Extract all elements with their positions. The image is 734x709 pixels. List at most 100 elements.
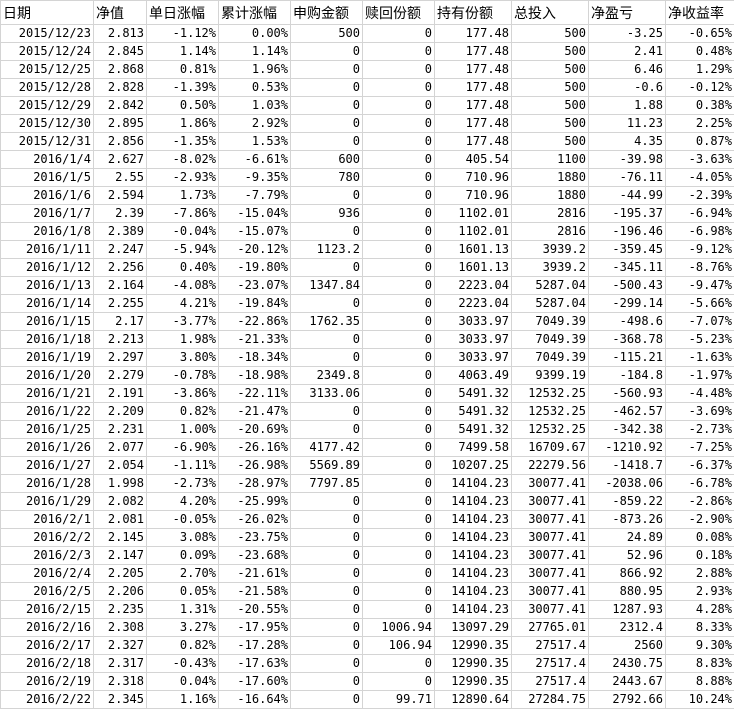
cumulative-change-cell[interactable]: -28.97% <box>219 475 291 493</box>
held-shares-cell[interactable]: 177.48 <box>435 43 512 61</box>
held-shares-cell[interactable]: 13097.29 <box>435 619 512 637</box>
nav-cell[interactable]: 2.828 <box>94 79 147 97</box>
net-return-rate-cell[interactable]: -2.90% <box>666 511 734 529</box>
held-shares-cell[interactable]: 1601.13 <box>435 241 512 259</box>
date-cell[interactable]: 2015/12/24 <box>1 43 94 61</box>
total-investment-cell[interactable]: 30077.41 <box>512 511 589 529</box>
held-shares-cell[interactable]: 14104.23 <box>435 493 512 511</box>
date-cell[interactable]: 2016/1/20 <box>1 367 94 385</box>
net-profit-cell[interactable]: -1210.92 <box>589 439 666 457</box>
net-profit-cell[interactable]: -359.45 <box>589 241 666 259</box>
nav-cell[interactable]: 2.164 <box>94 277 147 295</box>
net-profit-cell[interactable]: 2.41 <box>589 43 666 61</box>
purchase-amount-cell[interactable]: 0 <box>291 691 363 709</box>
held-shares-cell[interactable]: 405.54 <box>435 151 512 169</box>
purchase-amount-cell[interactable]: 0 <box>291 403 363 421</box>
date-cell[interactable]: 2016/1/5 <box>1 169 94 187</box>
daily-change-cell[interactable]: -3.86% <box>147 385 219 403</box>
net-return-rate-cell[interactable]: -8.76% <box>666 259 734 277</box>
net-return-rate-cell[interactable]: 4.28% <box>666 601 734 619</box>
cumulative-change-cell[interactable]: -22.86% <box>219 313 291 331</box>
date-cell[interactable]: 2016/1/27 <box>1 457 94 475</box>
daily-change-cell[interactable]: 1.16% <box>147 691 219 709</box>
purchase-amount-cell[interactable]: 0 <box>291 583 363 601</box>
net-return-rate-cell[interactable]: -6.78% <box>666 475 734 493</box>
purchase-amount-cell[interactable]: 1762.35 <box>291 313 363 331</box>
net-profit-cell[interactable]: -345.11 <box>589 259 666 277</box>
net-profit-cell[interactable]: -184.8 <box>589 367 666 385</box>
net-profit-cell[interactable]: -299.14 <box>589 295 666 313</box>
daily-change-cell[interactable]: -7.86% <box>147 205 219 223</box>
date-cell[interactable]: 2015/12/28 <box>1 79 94 97</box>
held-shares-cell[interactable]: 12990.35 <box>435 655 512 673</box>
held-shares-cell[interactable]: 14104.23 <box>435 475 512 493</box>
net-return-rate-cell[interactable]: 2.93% <box>666 583 734 601</box>
net-profit-cell[interactable]: 2312.4 <box>589 619 666 637</box>
net-return-rate-cell[interactable]: 8.88% <box>666 673 734 691</box>
date-cell[interactable]: 2015/12/30 <box>1 115 94 133</box>
net-return-rate-cell[interactable]: -5.23% <box>666 331 734 349</box>
total-investment-cell[interactable]: 1100 <box>512 151 589 169</box>
held-shares-cell[interactable]: 177.48 <box>435 79 512 97</box>
total-investment-cell[interactable]: 27517.4 <box>512 637 589 655</box>
redeemed-shares-cell[interactable]: 0 <box>363 313 435 331</box>
daily-change-cell[interactable]: -5.94% <box>147 241 219 259</box>
cumulative-change-cell[interactable]: 2.92% <box>219 115 291 133</box>
purchase-amount-cell[interactable]: 0 <box>291 655 363 673</box>
cumulative-change-cell[interactable]: -17.95% <box>219 619 291 637</box>
total-investment-cell[interactable]: 12532.25 <box>512 421 589 439</box>
net-profit-cell[interactable]: 2560 <box>589 637 666 655</box>
redeemed-shares-cell[interactable]: 0 <box>363 295 435 313</box>
header-nav[interactable]: 净值 <box>94 1 147 25</box>
nav-cell[interactable]: 2.279 <box>94 367 147 385</box>
nav-cell[interactable]: 2.327 <box>94 637 147 655</box>
daily-change-cell[interactable]: 3.80% <box>147 349 219 367</box>
date-cell[interactable]: 2016/1/29 <box>1 493 94 511</box>
held-shares-cell[interactable]: 4063.49 <box>435 367 512 385</box>
nav-cell[interactable]: 2.55 <box>94 169 147 187</box>
cumulative-change-cell[interactable]: -26.02% <box>219 511 291 529</box>
purchase-amount-cell[interactable]: 2349.8 <box>291 367 363 385</box>
nav-cell[interactable]: 2.145 <box>94 529 147 547</box>
redeemed-shares-cell[interactable]: 0 <box>363 115 435 133</box>
net-profit-cell[interactable]: -39.98 <box>589 151 666 169</box>
purchase-amount-cell[interactable]: 5569.89 <box>291 457 363 475</box>
held-shares-cell[interactable]: 177.48 <box>435 133 512 151</box>
purchase-amount-cell[interactable]: 0 <box>291 511 363 529</box>
net-profit-cell[interactable]: 866.92 <box>589 565 666 583</box>
net-return-rate-cell[interactable]: -1.97% <box>666 367 734 385</box>
date-cell[interactable]: 2015/12/23 <box>1 25 94 43</box>
purchase-amount-cell[interactable]: 0 <box>291 331 363 349</box>
date-cell[interactable]: 2016/1/14 <box>1 295 94 313</box>
total-investment-cell[interactable]: 1880 <box>512 169 589 187</box>
held-shares-cell[interactable]: 3033.97 <box>435 313 512 331</box>
header-held-shares[interactable]: 持有份额 <box>435 1 512 25</box>
cumulative-change-cell[interactable]: -20.12% <box>219 241 291 259</box>
total-investment-cell[interactable]: 27284.75 <box>512 691 589 709</box>
cumulative-change-cell[interactable]: -26.16% <box>219 439 291 457</box>
held-shares-cell[interactable]: 7499.58 <box>435 439 512 457</box>
redeemed-shares-cell[interactable]: 0 <box>363 259 435 277</box>
nav-cell[interactable]: 2.813 <box>94 25 147 43</box>
nav-cell[interactable]: 2.39 <box>94 205 147 223</box>
purchase-amount-cell[interactable]: 3133.06 <box>291 385 363 403</box>
net-profit-cell[interactable]: -859.22 <box>589 493 666 511</box>
purchase-amount-cell[interactable]: 0 <box>291 673 363 691</box>
purchase-amount-cell[interactable]: 0 <box>291 619 363 637</box>
nav-cell[interactable]: 2.594 <box>94 187 147 205</box>
net-profit-cell[interactable]: 6.46 <box>589 61 666 79</box>
held-shares-cell[interactable]: 1102.01 <box>435 205 512 223</box>
net-profit-cell[interactable]: -196.46 <box>589 223 666 241</box>
held-shares-cell[interactable]: 3033.97 <box>435 331 512 349</box>
net-profit-cell[interactable]: -873.26 <box>589 511 666 529</box>
net-profit-cell[interactable]: 11.23 <box>589 115 666 133</box>
purchase-amount-cell[interactable]: 0 <box>291 115 363 133</box>
redeemed-shares-cell[interactable]: 0 <box>363 493 435 511</box>
held-shares-cell[interactable]: 12890.64 <box>435 691 512 709</box>
nav-cell[interactable]: 2.077 <box>94 439 147 457</box>
cumulative-change-cell[interactable]: -17.28% <box>219 637 291 655</box>
cumulative-change-cell[interactable]: -19.80% <box>219 259 291 277</box>
date-cell[interactable]: 2016/2/16 <box>1 619 94 637</box>
purchase-amount-cell[interactable]: 0 <box>291 421 363 439</box>
net-profit-cell[interactable]: -195.37 <box>589 205 666 223</box>
